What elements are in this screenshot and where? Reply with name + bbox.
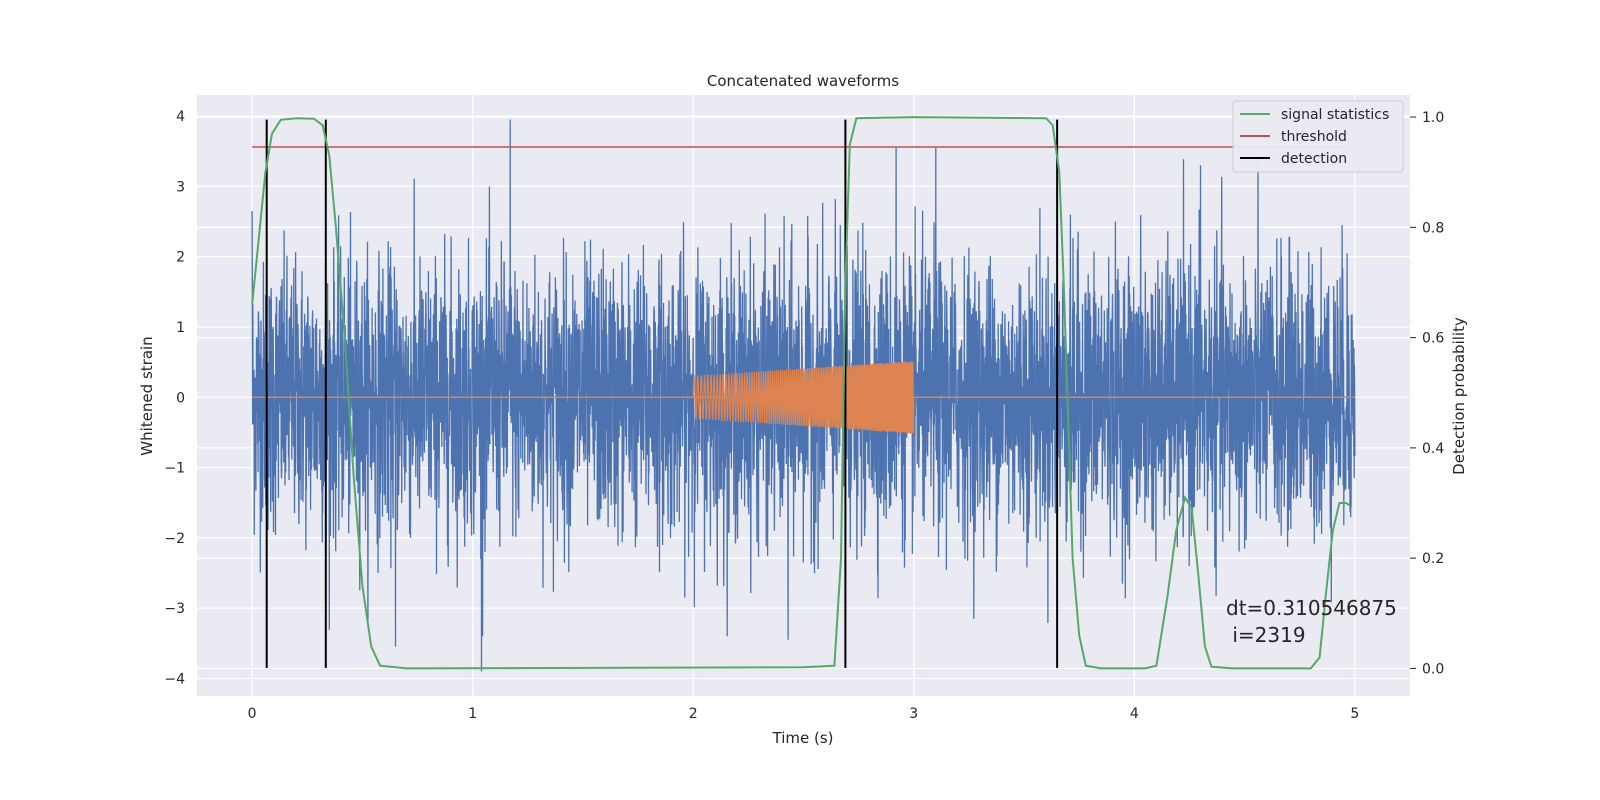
y2-tick-label: 0.4 — [1422, 441, 1444, 457]
x-tick-label: 1 — [468, 706, 477, 722]
y-tick-label: 1 — [176, 320, 185, 336]
y-tick-label: 3 — [176, 179, 185, 195]
y-tick-label: 2 — [176, 250, 185, 266]
y2-tick-label: 0.2 — [1422, 551, 1444, 567]
annotation-dt: dt=0.310546875 — [1226, 596, 1397, 620]
x-tick-label: 4 — [1130, 706, 1139, 722]
y2-tick-label: 0.0 — [1422, 661, 1444, 677]
y2-axis-label: Detection probability — [1450, 317, 1468, 475]
annotation-index: i=2319 — [1226, 623, 1306, 647]
x-tick-label: 2 — [689, 706, 698, 722]
signal-statistics-line — [251, 116, 1352, 670]
injection-line — [692, 361, 915, 434]
injection-series — [252, 361, 1355, 434]
legend: signal statistics threshold detection — [1232, 100, 1404, 173]
y-tick-label: 4 — [176, 109, 185, 125]
y-tick-label: −1 — [164, 461, 185, 477]
y-tick-label: 0 — [176, 390, 185, 406]
x-tick-label: 0 — [248, 706, 257, 722]
legend-label-detection: detection — [1281, 151, 1347, 167]
y2-tick-label: 0.6 — [1422, 331, 1444, 347]
x-tick-label: 3 — [909, 706, 918, 722]
x-axis-label: Time (s) — [772, 729, 834, 747]
y-tick-label: −3 — [164, 601, 185, 617]
y2-tick-label: 0.8 — [1422, 220, 1444, 236]
axis-ticks: 0 1 2 3 4 5 −4 −3 −2 −1 0 1 2 3 4 0.0 0.2 0.4 0.6 0.8 1.0 — [164, 109, 1444, 722]
y2-tick-label: 1.0 — [1422, 110, 1444, 126]
y-axis-label: Whitened strain — [138, 336, 156, 455]
signal-statistics-series — [251, 116, 1352, 670]
x-tick-label: 5 — [1350, 706, 1359, 722]
legend-label-signal-statistics: signal statistics — [1281, 107, 1389, 123]
y-tick-label: −2 — [164, 531, 185, 547]
legend-box — [1232, 100, 1404, 173]
legend-label-threshold: threshold — [1281, 129, 1347, 145]
chart-title: Concatenated waveforms — [707, 72, 899, 90]
detection-series — [265, 119, 1059, 668]
y-tick-label: −4 — [164, 671, 185, 687]
